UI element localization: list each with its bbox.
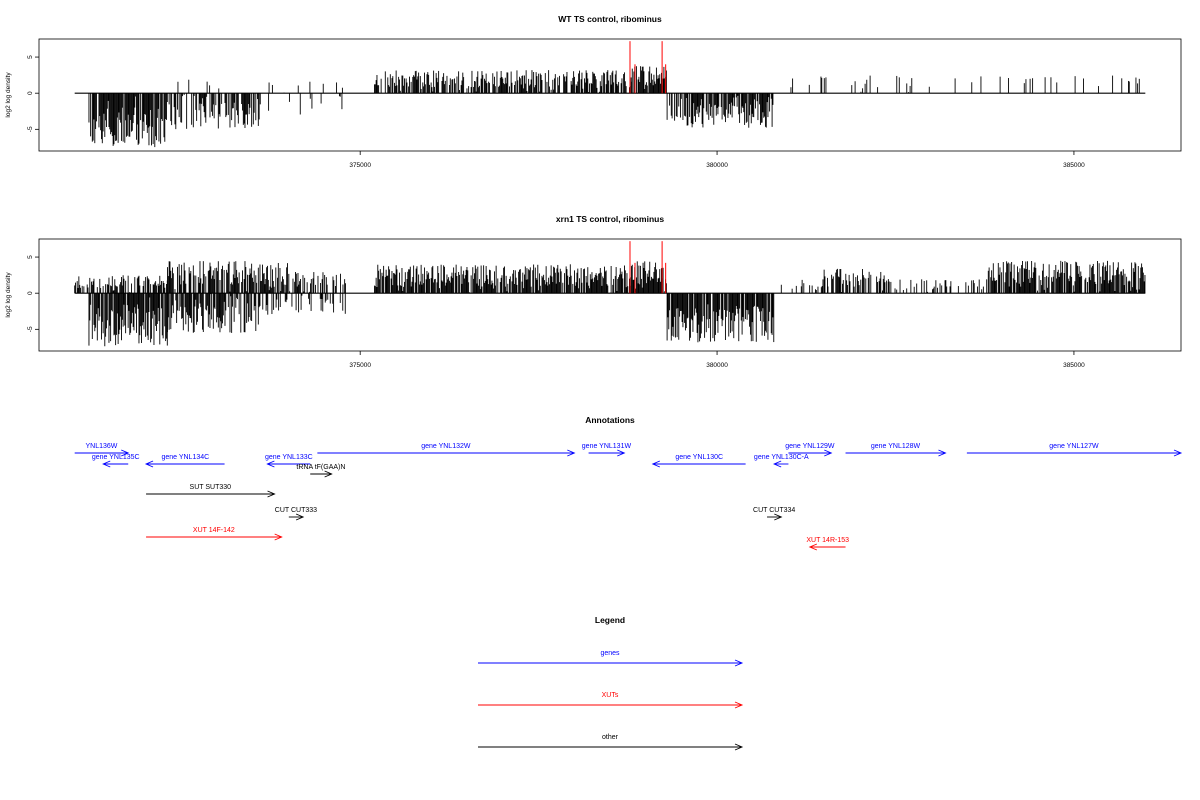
panel-wt-title: WT TS control, ribominus — [558, 14, 662, 24]
legend-item: other — [478, 734, 744, 751]
legend-label: genes — [600, 650, 620, 657]
panel-xrn1-ylabel: log2 log density — [5, 272, 12, 318]
feature-arrowhead — [773, 460, 782, 468]
feature-label: SUT SUT330 — [190, 484, 232, 491]
y-tick-label: 5 — [27, 55, 34, 59]
feature-label: CUT CUT333 — [275, 507, 317, 514]
legend-title: Legend — [595, 615, 625, 625]
feature-arrowhead — [267, 490, 276, 498]
panel-wt-red-peaks — [629, 41, 667, 94]
feature-arrowhead — [774, 513, 783, 521]
feature-label: XUT 14F-142 — [193, 527, 235, 534]
feature-arrowhead — [266, 460, 275, 468]
x-tick-label: 385000 — [1063, 362, 1085, 369]
feature-label: XUT 14R-153 — [806, 537, 849, 544]
x-tick-label: 375000 — [349, 162, 371, 169]
legend-label: other — [602, 734, 619, 741]
panel-wt-bars — [88, 66, 1140, 148]
feature-arrowhead — [295, 513, 305, 521]
annotation-feature: XUT 14R-153 — [806, 537, 849, 551]
panel-xrn1-bars — [74, 260, 1146, 347]
feature-label: gene YNL132W — [421, 443, 471, 450]
legend-arrowhead — [734, 701, 744, 709]
annotation-features: YNL136W gene YNL135C gene YNL134C gene YNL1… — [74, 443, 1183, 551]
annotation-feature: tRNA tF(GAA)N — [296, 464, 345, 478]
y-tick-label: -5 — [27, 126, 34, 132]
feature-label: gene YNL129W — [785, 443, 835, 450]
feature-arrowhead — [617, 449, 626, 457]
feature-label: gene YNL128W — [871, 443, 921, 450]
feature-arrowhead — [938, 449, 947, 457]
feature-arrowhead — [144, 460, 154, 468]
y-tick-label: -5 — [27, 326, 34, 332]
annotation-feature: gene YNL132W — [317, 443, 576, 457]
feature-label: YNL136W — [86, 443, 118, 450]
feature-arrowhead — [1173, 449, 1183, 457]
feature-arrowhead — [808, 543, 818, 551]
legend-arrowhead — [734, 743, 744, 751]
feature-arrowhead — [567, 449, 576, 457]
annotation-feature: XUT 14F-142 — [146, 527, 283, 541]
feature-label: gene YNL135C — [92, 454, 140, 461]
feature-label: gene YNL127W — [1049, 443, 1099, 450]
annotation-feature: gene YNL135C — [92, 454, 140, 468]
feature-arrowhead — [324, 470, 333, 478]
feature-arrowhead — [102, 460, 111, 468]
feature-arrowhead — [121, 449, 130, 457]
feature-label: gene YNL130C-A — [754, 454, 809, 461]
annotation-feature: gene YNL129W — [785, 443, 835, 457]
y-tick-label: 0 — [27, 291, 34, 295]
annotation-feature: SUT SUT330 — [146, 484, 276, 498]
panel-xrn1-title: xrn1 TS control, ribominus — [556, 214, 664, 224]
annotation-feature: gene YNL134C — [144, 454, 225, 468]
feature-arrowhead — [651, 460, 661, 468]
feature-label: tRNA tF(GAA)N — [296, 464, 345, 471]
legend-label: XUTs — [602, 692, 619, 699]
feature-label: gene YNL133C — [265, 454, 313, 461]
legend-arrowhead — [734, 659, 744, 667]
panel-wt-frame — [38, 38, 1182, 152]
panel-wt-ylabel: log2 log density — [5, 72, 12, 118]
annotation-feature: CUT CUT334 — [753, 507, 795, 521]
feature-label: gene YNL131W — [582, 443, 632, 450]
x-tick-label: 380000 — [706, 362, 728, 369]
annotation-feature: gene YNL128W — [845, 443, 947, 457]
x-tick-label: 385000 — [1063, 162, 1085, 169]
x-tick-label: 380000 — [706, 162, 728, 169]
y-tick-label: 0 — [27, 91, 34, 95]
feature-label: CUT CUT334 — [753, 507, 795, 514]
annotation-feature: gene YNL133C — [265, 454, 313, 468]
panel-xrn1-frame — [38, 238, 1182, 352]
annotations-track: Annotations YNL136W gene YNL135C gene YNL1… — [74, 415, 1183, 551]
annotation-feature: YNL136W — [74, 443, 130, 457]
feature-arrowhead — [274, 533, 283, 541]
annotation-feature: gene YNL127W — [966, 443, 1183, 457]
x-tick-label: 375000 — [349, 362, 371, 369]
annotation-feature: CUT CUT333 — [275, 507, 317, 521]
legend: Legend genes XUTs other — [478, 615, 744, 751]
panel-xrn1-red-peaks — [629, 241, 667, 294]
legend-item: genes — [478, 650, 744, 667]
legend-item: XUTs — [478, 692, 744, 709]
annotation-feature: gene YNL130C-A — [754, 454, 809, 468]
panel-xrn1: xrn1 TS control, ribominus -5 0 5 375000 380… — [5, 214, 1182, 369]
feature-arrowhead — [824, 449, 833, 457]
feature-label: gene YNL134C — [161, 454, 209, 461]
panel-wt: WT TS control, ribominus -5 0 5 375000 38000… — [5, 14, 1182, 169]
annotation-feature: gene YNL131W — [582, 443, 632, 457]
y-tick-label: 5 — [27, 255, 34, 259]
legend-items: genes XUTs other — [478, 650, 744, 751]
feature-label: gene YNL130C — [675, 454, 723, 461]
panel-wt-axes: -5 0 5 375000 380000 385000 — [27, 55, 1085, 169]
annotations-title: Annotations — [585, 415, 635, 425]
annotation-feature: gene YNL130C — [651, 454, 746, 468]
panel-xrn1-axes: -5 0 5 375000 380000 385000 — [27, 255, 1085, 369]
